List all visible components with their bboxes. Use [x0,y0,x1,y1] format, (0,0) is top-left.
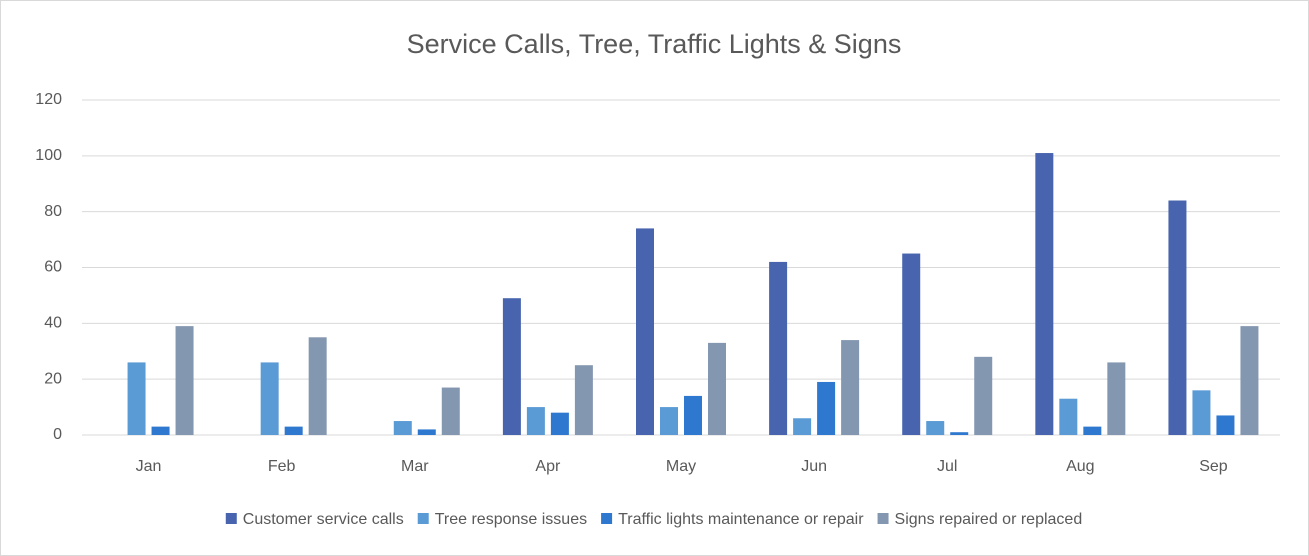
bar [393,421,412,435]
y-tick-label: 20 [44,370,62,387]
bar [1216,415,1235,435]
bar [175,326,194,435]
y-tick-label: 60 [44,259,62,276]
bar [127,362,146,435]
legend-label: Traffic lights maintenance or repair [618,511,864,528]
x-tick-label: Aug [1066,458,1094,475]
bar [417,429,436,435]
bar [284,426,303,435]
y-tick-label: 0 [53,426,62,443]
bar [502,298,521,435]
legend-swatch [417,513,429,524]
legend-swatch [877,513,889,524]
bar [151,426,170,435]
bar [769,261,788,435]
legend-label: Customer service calls [243,511,404,528]
bar [817,381,836,435]
bar [1240,326,1259,435]
bar [950,432,969,435]
bar [1083,426,1102,435]
bar [574,365,593,435]
bar [974,356,993,435]
x-tick-label: Jan [136,458,162,475]
y-tick-label: 40 [44,315,62,332]
bar [550,412,569,435]
y-tick-label: 100 [35,147,62,164]
legend-label: Signs repaired or replaced [895,511,1083,528]
x-tick-label: Jun [801,458,827,475]
bar [684,395,702,435]
bar [1107,362,1126,435]
bar [841,340,860,435]
y-tick-label: 80 [44,203,62,220]
legend-swatch [601,513,613,524]
bar [1059,398,1078,435]
x-tick-label: Mar [401,458,429,475]
bar [926,421,945,435]
x-tick-label: Jul [937,458,957,475]
bar [308,337,327,435]
bar [1035,153,1054,435]
x-tick-label: Apr [535,458,561,475]
y-tick-label: 120 [35,91,62,108]
bar [260,362,279,435]
bar [526,407,545,435]
chart-title: Service Calls, Tree, Traffic Lights & Si… [407,29,902,59]
bar [1192,390,1211,435]
bar [1168,200,1187,435]
bar [902,253,921,435]
x-tick-label: Feb [268,458,296,475]
legend-label: Tree response issues [435,511,587,528]
x-tick-label: May [666,458,696,475]
bar [660,407,678,435]
x-tick-label: Sep [1199,458,1228,475]
bar [636,228,654,435]
bar [441,387,460,435]
bar [708,342,726,435]
legend-swatch [225,513,237,524]
bar [793,418,812,435]
